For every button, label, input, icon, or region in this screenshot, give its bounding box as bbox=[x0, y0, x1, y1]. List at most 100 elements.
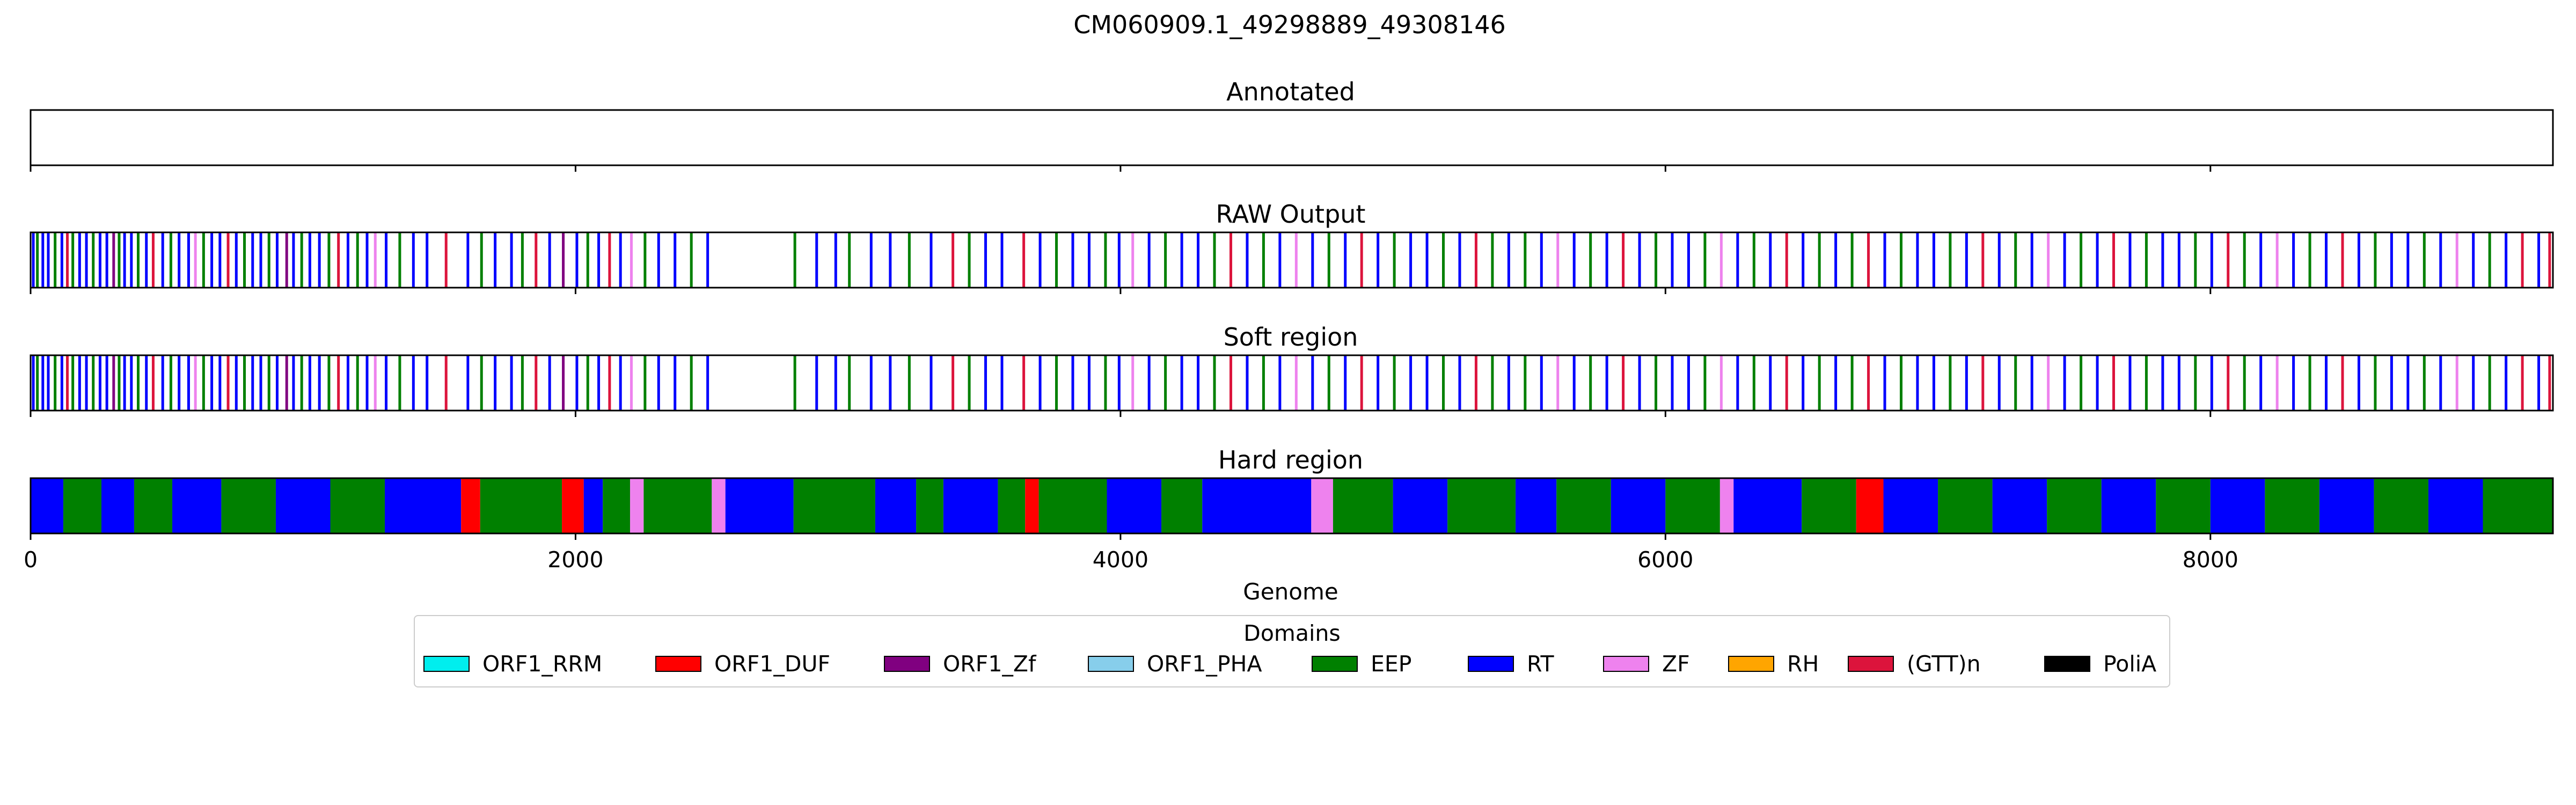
domain-mark-eep bbox=[1850, 232, 1854, 288]
domain-mark-gtt-n bbox=[1622, 232, 1625, 288]
domain-mark-rt bbox=[2357, 355, 2360, 411]
domain-mark-gtt-n bbox=[444, 232, 448, 288]
domain-mark-eep bbox=[586, 355, 589, 411]
domain-mark-eep bbox=[137, 355, 140, 411]
domain-region-eep bbox=[793, 478, 875, 533]
domain-region-rt bbox=[1992, 478, 2047, 533]
domain-region-eep bbox=[1556, 478, 1611, 533]
domain-region-eep bbox=[221, 478, 276, 533]
domain-mark-gtt-n bbox=[952, 355, 955, 411]
domain-mark-eep bbox=[1327, 355, 1330, 411]
domain-mark-eep bbox=[848, 355, 851, 411]
domain-mark-rt bbox=[1147, 232, 1151, 288]
domain-mark-rt bbox=[2161, 232, 2164, 288]
domain-mark-rt bbox=[1278, 232, 1282, 288]
legend: Domains ORF1_RRM ORF1_DUF ORF1_Zf ORF1_PHA E… bbox=[414, 615, 2170, 687]
domain-mark-zf bbox=[194, 232, 197, 288]
domain-mark-rt bbox=[2259, 355, 2263, 411]
domain-mark-rt bbox=[597, 232, 601, 288]
domain-mark-rt bbox=[548, 232, 551, 288]
domain-mark-eep bbox=[267, 355, 270, 411]
domain-mark-gtt-n bbox=[226, 232, 230, 288]
domain-mark-gtt-n bbox=[226, 355, 230, 411]
panel-title: Hard region bbox=[1218, 445, 1363, 474]
domain-mark-eep bbox=[480, 355, 483, 411]
domain-mark-rt bbox=[47, 232, 50, 288]
domain-mark-eep bbox=[643, 232, 647, 288]
domain-mark-rt bbox=[85, 355, 88, 411]
domain-mark-gtt-n bbox=[1867, 232, 1870, 288]
domain-mark-eep bbox=[118, 355, 121, 411]
legend-label: ORF1_RRM bbox=[482, 651, 603, 677]
domain-mark-rt bbox=[41, 355, 45, 411]
domain-mark-eep bbox=[2423, 232, 2426, 288]
domain-region-rt bbox=[943, 478, 998, 533]
domain-mark-rt bbox=[1965, 232, 1968, 288]
domain-mark-rt bbox=[130, 232, 133, 288]
domain-region-rt bbox=[275, 478, 331, 533]
domain-region-rt bbox=[1611, 478, 1666, 533]
domain-mark-rt bbox=[218, 355, 222, 411]
domain-mark-rt bbox=[2128, 232, 2132, 288]
domain-region-zf bbox=[1311, 478, 1333, 533]
domain-mark-rt bbox=[1344, 355, 1347, 411]
domain-mark-gtt-n bbox=[444, 355, 448, 411]
domain-mark-rt bbox=[619, 232, 622, 288]
domain-mark-eep bbox=[300, 232, 303, 288]
domain-mark-rt bbox=[2161, 355, 2164, 411]
domain-mark-rt bbox=[1932, 232, 1935, 288]
domain-mark-rt bbox=[1769, 232, 1772, 288]
domain-mark-rt bbox=[275, 355, 279, 411]
domain-region-rt bbox=[31, 478, 63, 533]
domain-mark-eep bbox=[2243, 355, 2246, 411]
domain-mark-eep bbox=[118, 232, 121, 288]
domain-mark-rt bbox=[2537, 232, 2541, 288]
domain-mark-rt bbox=[869, 355, 873, 411]
domain-mark-rt bbox=[235, 355, 238, 411]
domain-region-rt bbox=[875, 478, 917, 533]
domain-mark-rt bbox=[2177, 355, 2180, 411]
domain-mark-rt bbox=[869, 232, 873, 288]
domain-mark-rt bbox=[32, 232, 35, 288]
domain-mark-gtt-n bbox=[535, 232, 538, 288]
domain-mark-rt bbox=[47, 355, 50, 411]
domain-mark-rt bbox=[365, 232, 369, 288]
domain-mark-rt bbox=[597, 355, 601, 411]
legend-item-orf1-zf: ORF1_Zf bbox=[884, 650, 1036, 677]
domain-mark-gtt-n bbox=[952, 232, 955, 288]
domain-mark-eep bbox=[1899, 355, 1902, 411]
domain-mark-rt bbox=[346, 232, 349, 288]
domain-mark-rt bbox=[1834, 355, 1838, 411]
domain-mark-rt bbox=[145, 355, 148, 411]
domain-mark-rt bbox=[318, 232, 321, 288]
domain-mark-eep bbox=[356, 232, 359, 288]
domain-mark-eep bbox=[2080, 232, 2083, 288]
domain-mark-gtt-n bbox=[2341, 232, 2344, 288]
domain-mark-rt bbox=[674, 355, 677, 411]
domain-mark-rt bbox=[2439, 355, 2442, 411]
legend-item-rh: RH bbox=[1728, 650, 1819, 677]
domain-region-eep bbox=[916, 478, 943, 533]
legend-label: EEP bbox=[1371, 651, 1412, 677]
panel-title: Annotated bbox=[1226, 77, 1355, 106]
domain-mark-eep bbox=[908, 355, 911, 411]
domain-mark-zf bbox=[1556, 355, 1560, 411]
domain-region-eep bbox=[1038, 478, 1107, 533]
domain-mark-eep bbox=[848, 232, 851, 288]
domain-region-zf bbox=[1719, 478, 1734, 533]
domain-mark-zf bbox=[1556, 232, 1560, 288]
domain-region-zf bbox=[712, 478, 726, 533]
domain-mark-eep bbox=[54, 355, 57, 411]
domain-mark-eep bbox=[356, 355, 359, 411]
panel-raw-output: RAW Output bbox=[30, 200, 2554, 294]
domain-mark-rt bbox=[930, 355, 933, 411]
domain-mark-rt bbox=[1997, 232, 2001, 288]
domain-mark-rt bbox=[1540, 232, 1543, 288]
legend-item-orf1-duf: ORF1_DUF bbox=[655, 650, 830, 677]
legend-item-orf1-rrm: ORF1_RRM bbox=[423, 650, 602, 677]
domain-mark-eep bbox=[2374, 232, 2377, 288]
domain-mark-eep bbox=[1164, 232, 1167, 288]
domain-mark-eep bbox=[1949, 355, 1952, 411]
domain-mark-gtt-n bbox=[2112, 232, 2116, 288]
